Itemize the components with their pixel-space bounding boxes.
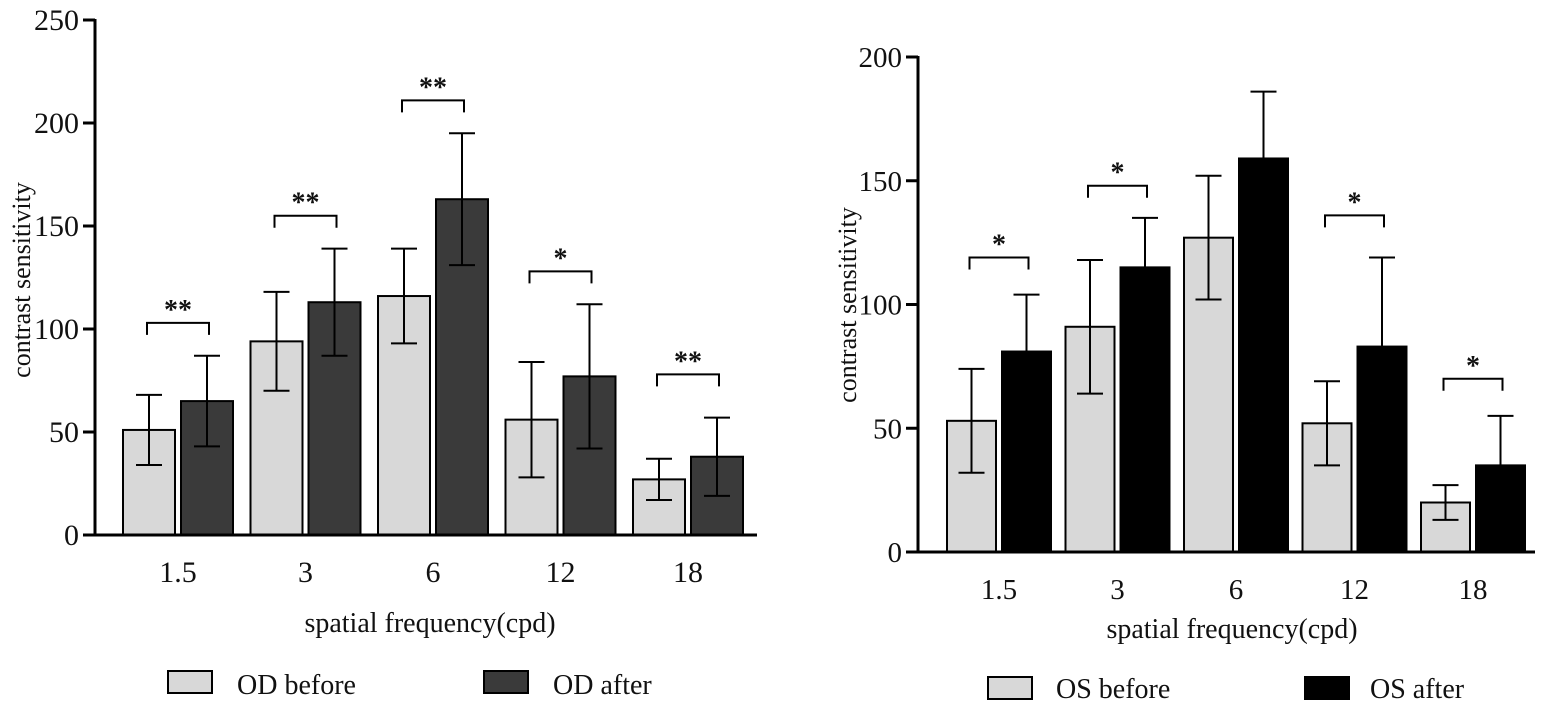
od-significance-label: ** — [164, 295, 192, 326]
os-y-tick-label: 150 — [859, 166, 903, 198]
od-legend: OD before OD after — [167, 670, 652, 701]
os-significance-bracket — [968, 256, 1030, 270]
os-significance-label: * — [1348, 187, 1362, 218]
os-significance-label: * — [992, 229, 1006, 260]
os-x-axis-label: spatial frequency(cpd) — [1106, 614, 1357, 645]
od-significance-label: * — [554, 243, 568, 274]
od-significance-label: ** — [292, 188, 320, 219]
os-x-tick-label: 18 — [1459, 574, 1488, 606]
os-x-tick-label: 6 — [1229, 574, 1244, 606]
od-x-axis-label: spatial frequency(cpd) — [304, 608, 555, 639]
os-x-tick-label: 1.5 — [981, 574, 1017, 606]
os-y-tick-label: 50 — [873, 413, 902, 445]
os-y-axis-label: contrast sensitivity — [833, 207, 862, 403]
od-bars — [122, 198, 744, 537]
od-x-tick-label: 3 — [298, 556, 313, 589]
od-x-tick-label: 6 — [426, 556, 441, 589]
os-significance-label: * — [1111, 158, 1125, 189]
od-significance-bracket — [528, 270, 593, 284]
od-significance-bracket — [656, 373, 720, 387]
od-legend-swatch-before — [167, 670, 213, 694]
os-x-tick-label: 12 — [1340, 574, 1369, 606]
od-x-tick-label: 1.5 — [159, 556, 197, 589]
os-significance-bracket — [1324, 214, 1385, 228]
od-y-tick-label: 100 — [34, 313, 79, 346]
os-significance-bracket — [1442, 377, 1504, 391]
od-legend-label-before: OD before — [237, 670, 356, 701]
os-significance-bracket — [1087, 184, 1148, 198]
od-x-tick-label: 12 — [546, 556, 576, 589]
od-y-tick-label: 250 — [34, 4, 79, 37]
od-legend-swatch-after — [483, 670, 529, 694]
od-y-tick-label: 50 — [49, 416, 79, 449]
od-bar-after — [307, 301, 362, 536]
od-significance: ********* — [146, 72, 720, 387]
os-axes: 0 50 100 150 200 1.5 3 6 12 18 — [859, 42, 1535, 606]
os-error-bars — [958, 90, 1514, 521]
os-significance: * * * * — [968, 158, 1504, 391]
os-y-tick-label: 100 — [859, 290, 903, 322]
od-significance-bracket — [146, 321, 210, 335]
os-bars — [946, 157, 1526, 554]
od-significance-bracket — [273, 214, 338, 228]
od-y-tick-label: 150 — [34, 210, 79, 243]
od-significance-label: ** — [674, 346, 702, 377]
os-x-tick-label: 3 — [1110, 574, 1125, 606]
os-y-tick-label: 0 — [888, 537, 903, 569]
od-x-tick-label: 18 — [673, 556, 703, 589]
chart-os: * * * * 0 50 100 150 200 1.5 3 6 12 18 contrast sens… — [833, 42, 1535, 705]
os-legend-label-before: OS before — [1056, 674, 1170, 705]
od-error-bars — [136, 132, 730, 501]
od-significance-bracket — [401, 99, 465, 113]
os-legend-label-after: OS after — [1370, 674, 1465, 705]
od-y-tick-label: 0 — [64, 519, 79, 552]
os-legend-swatch-after — [1304, 676, 1350, 700]
od-legend-label-after: OD after — [553, 670, 652, 701]
od-y-axis-label: contrast sensitivity — [7, 182, 36, 378]
od-y-tick-label: 200 — [34, 107, 79, 140]
od-significance-label: ** — [419, 72, 447, 103]
od-axes: 0 50 100 150 200 250 1.5 3 6 12 18 — [34, 4, 757, 589]
os-legend-swatch-before — [987, 676, 1033, 700]
os-y-tick-label: 200 — [859, 42, 903, 74]
os-legend: OS before OS after — [987, 674, 1465, 705]
os-significance-label: * — [1466, 351, 1480, 382]
